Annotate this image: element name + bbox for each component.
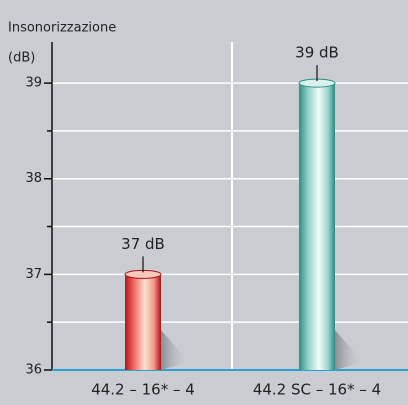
chart-title: Insonorizzazione — [8, 21, 116, 36]
bar-shadow — [161, 330, 189, 370]
x-tick-label: 44.2 – 16* – 4 — [91, 381, 195, 399]
bar — [299, 83, 335, 370]
y-tick-label: 38 — [25, 171, 42, 186]
y-axis-label: (dB) — [8, 51, 35, 66]
y-tick-label: 37 — [25, 267, 42, 282]
bar — [125, 274, 161, 370]
y-tick-label: 36 — [25, 363, 42, 378]
x-tick-label: 44.2 SC – 16* – 4 — [253, 381, 381, 399]
value-label: 37 dB — [121, 235, 165, 253]
value-label: 39 dB — [295, 44, 339, 62]
bar-shadow — [335, 330, 363, 370]
y-tick-label: 39 — [25, 76, 42, 91]
